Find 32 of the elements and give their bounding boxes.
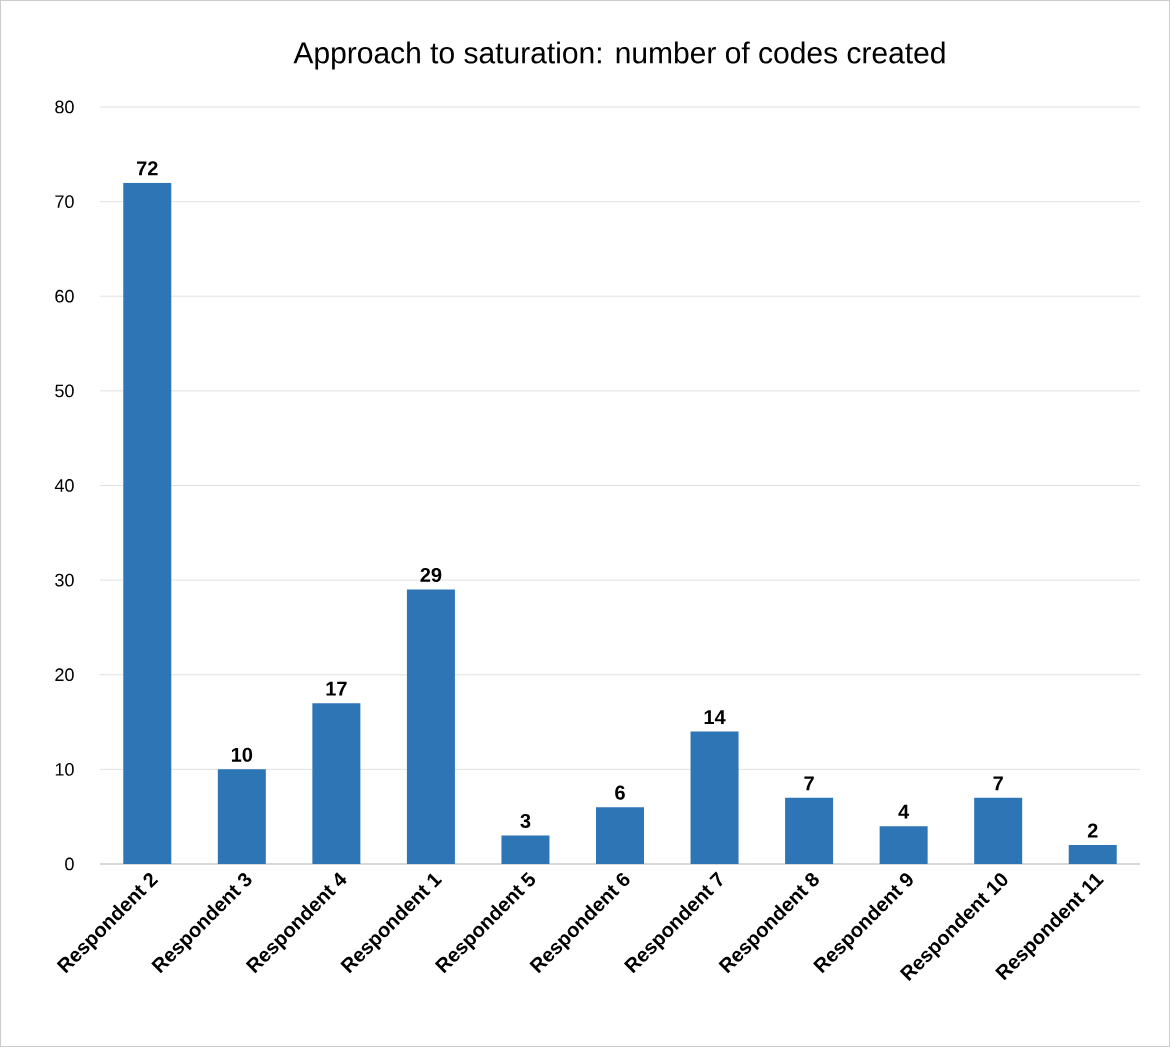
chart-title: Approach to saturation: number of codes created — [293, 41, 945, 70]
bar — [596, 807, 644, 864]
y-tick-label: 30 — [55, 573, 74, 587]
bar — [501, 835, 550, 864]
data-label: 72 — [137, 161, 158, 176]
bar — [879, 826, 928, 864]
data-label: 2 — [1087, 823, 1098, 838]
data-label: 4 — [898, 804, 910, 819]
bar — [123, 182, 172, 864]
y-tick-label: 20 — [55, 668, 74, 682]
y-tick-label: 70 — [55, 195, 74, 208]
bar — [217, 769, 266, 864]
y-tick-label: 60 — [55, 289, 74, 303]
data-label: 14 — [704, 710, 726, 724]
y-tick-label: 80 — [55, 100, 74, 114]
bar — [974, 797, 1023, 864]
y-tick-label: 10 — [55, 762, 74, 776]
data-label: 29 — [420, 567, 442, 583]
data-label: 10 — [231, 747, 253, 762]
bar — [312, 703, 361, 864]
bar — [785, 797, 834, 864]
data-label: 6 — [615, 785, 625, 800]
y-tick-label: 50 — [55, 384, 74, 398]
bar — [406, 589, 455, 864]
data-label: 17 — [326, 681, 347, 696]
bar — [690, 731, 739, 864]
y-tick-label: 0 — [65, 857, 74, 871]
y-tick-label: 40 — [54, 479, 74, 492]
bar — [1068, 845, 1117, 864]
data-label: 7 — [804, 776, 814, 791]
data-label: 7 — [993, 776, 1003, 791]
data-label: 3 — [520, 813, 531, 829]
